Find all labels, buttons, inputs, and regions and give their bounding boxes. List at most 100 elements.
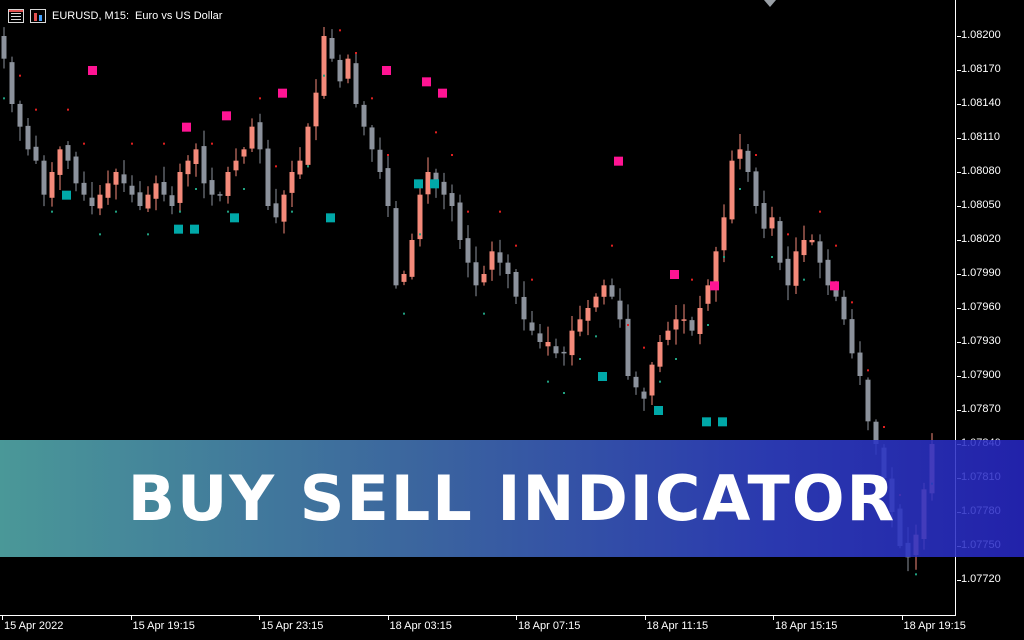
chart-sheet-icon[interactable] <box>8 9 24 23</box>
price-tick <box>957 172 961 173</box>
candle-body <box>265 148 271 206</box>
candle-body <box>49 172 55 198</box>
sell-signal-marker <box>382 66 391 75</box>
sell-trail-dot <box>259 97 261 100</box>
buy-trail-dot <box>579 358 581 360</box>
candle-body <box>33 146 39 161</box>
candle-body <box>873 421 879 444</box>
time-tick <box>516 616 517 620</box>
candle-body <box>145 194 151 209</box>
time-tick <box>387 616 389 620</box>
buy-signal-marker <box>654 406 663 415</box>
price-tick <box>957 70 961 71</box>
candle-body <box>241 149 247 157</box>
time-axis[interactable]: 15 Apr 2022 15 Apr 19:15 15 Apr 23:15 18 Ap… <box>0 616 966 640</box>
candle-body <box>209 180 215 195</box>
buy-trail-dot <box>307 165 309 168</box>
chart-bars-icon[interactable] <box>30 9 46 23</box>
candle-body <box>697 308 703 334</box>
sell-trail-dot <box>355 52 357 54</box>
buy-trail-dot <box>243 188 245 190</box>
buy-signal-marker <box>230 213 239 223</box>
price-label: 1.07720 <box>961 573 1001 585</box>
candle-body <box>721 217 727 251</box>
candle-body <box>105 183 111 198</box>
candle-body <box>785 258 791 286</box>
sell-trail-dot <box>467 210 469 213</box>
candle-body <box>113 172 119 185</box>
banner: BUY SELL INDICATOR <box>0 440 1024 557</box>
candle-body <box>777 221 783 263</box>
sell-trail-dot <box>627 324 629 326</box>
candle-body <box>41 160 47 195</box>
candle-body <box>353 63 359 104</box>
buy-signal-marker <box>62 190 71 200</box>
candle-body <box>17 103 23 127</box>
buy-trail-dot <box>771 256 773 258</box>
candle-body <box>225 172 231 196</box>
price-label: 1.08050 <box>961 199 1001 211</box>
candle-body <box>657 342 663 367</box>
candle-body <box>129 185 135 195</box>
candle-body <box>401 274 407 282</box>
candle-body <box>345 58 351 79</box>
candle-body <box>529 322 535 331</box>
time-label: 18 Apr 19:15 <box>903 620 966 632</box>
candle-body <box>25 125 31 150</box>
price-tick <box>957 410 961 411</box>
buy-signal-marker <box>414 179 423 189</box>
sell-signal-marker <box>222 111 231 121</box>
price-label: 1.08110 <box>961 131 1000 143</box>
candle-body <box>417 194 423 240</box>
time-tick <box>2 616 3 620</box>
candle-body <box>289 172 295 193</box>
buy-trail-dot <box>291 210 293 213</box>
candle-body <box>865 379 871 422</box>
candle-body <box>441 181 447 195</box>
candle-body <box>73 156 79 184</box>
candle-body <box>193 149 199 165</box>
candle-body <box>673 319 679 330</box>
price-tick <box>957 138 961 139</box>
sell-signal-marker <box>438 88 447 98</box>
time-label: 15 Apr 23:15 <box>261 620 324 632</box>
sell-trail-dot <box>755 154 757 156</box>
candle-body <box>705 285 711 304</box>
sell-trail-dot <box>19 74 21 77</box>
time-tick <box>259 616 260 620</box>
candle-body <box>585 308 591 321</box>
candle-body <box>337 59 343 82</box>
buy-trail-dot <box>595 335 597 338</box>
sell-signal-marker <box>710 281 719 291</box>
time-tick <box>130 616 132 620</box>
price-label: 1.07960 <box>961 301 1001 313</box>
chart-shift-marker-icon[interactable] <box>764 0 776 7</box>
sell-trail-dot <box>867 369 869 372</box>
candle-body <box>377 149 383 172</box>
sell-trail-dot <box>515 244 517 247</box>
price-label: 1.08170 <box>961 63 1001 75</box>
candle-body <box>505 262 511 274</box>
sell-trail-dot <box>499 210 501 213</box>
candle-body <box>481 274 487 283</box>
buy-trail-dot <box>547 380 549 383</box>
time-label: 15 Apr 2022 <box>4 620 64 632</box>
candle-body <box>577 319 583 332</box>
buy-trail-dot <box>675 358 677 360</box>
candle-body <box>329 37 335 59</box>
candle-body <box>769 217 775 229</box>
buy-signal-marker <box>598 372 607 381</box>
buy-trail-dot <box>723 256 725 258</box>
sell-trail-dot <box>275 165 277 168</box>
buy-trail-dot <box>403 312 405 315</box>
price-tick <box>957 206 961 207</box>
sell-trail-dot <box>35 108 37 111</box>
candle-body <box>849 319 855 354</box>
price-label: 1.08200 <box>961 29 1001 41</box>
candle-body <box>593 296 599 308</box>
candle-body <box>153 183 159 199</box>
sell-trail-dot <box>691 278 693 281</box>
price-tick <box>957 308 961 309</box>
candle-body <box>689 320 695 331</box>
candle-body <box>833 289 839 297</box>
